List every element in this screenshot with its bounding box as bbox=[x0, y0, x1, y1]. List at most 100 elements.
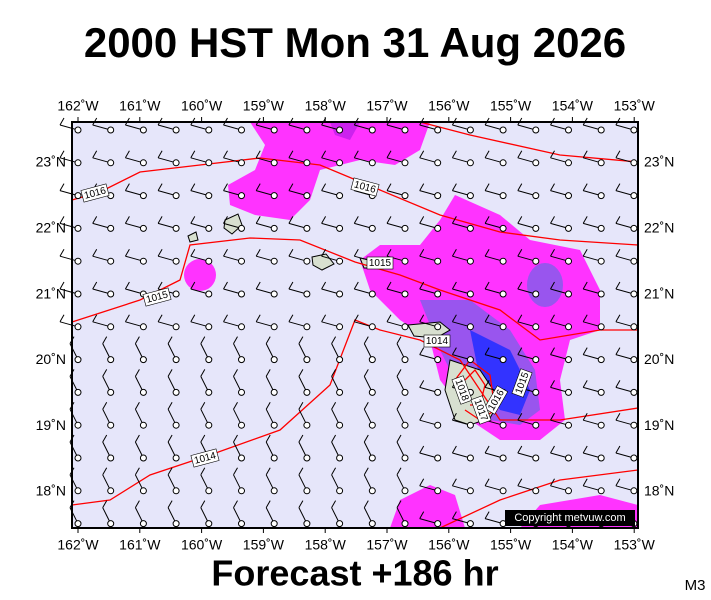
barb-station bbox=[565, 290, 572, 298]
barb-flag bbox=[419, 412, 425, 421]
barb-station bbox=[107, 126, 115, 134]
barb-station bbox=[597, 257, 605, 265]
barb-flag bbox=[386, 150, 392, 159]
barb-station bbox=[532, 388, 540, 396]
barb-station bbox=[401, 454, 409, 462]
isobar-label-box bbox=[483, 385, 509, 415]
lon-label: 157˚W bbox=[366, 98, 408, 114]
barb-flag bbox=[615, 216, 621, 224]
barb-station bbox=[270, 159, 278, 167]
barb-flag bbox=[321, 183, 327, 191]
barb-flag bbox=[353, 216, 359, 224]
barb-flag bbox=[419, 478, 425, 487]
isobar-label-box bbox=[80, 183, 110, 203]
barb-flag bbox=[233, 336, 238, 344]
barb-station bbox=[597, 159, 605, 167]
barb-station bbox=[172, 323, 180, 331]
barb-flag bbox=[396, 500, 402, 508]
barb-station bbox=[107, 356, 115, 364]
barb-flag bbox=[582, 412, 588, 421]
barb-flag bbox=[517, 216, 523, 224]
barb-station bbox=[532, 224, 540, 232]
barb-station bbox=[532, 454, 540, 462]
barb-flag bbox=[419, 511, 425, 519]
barb-station bbox=[139, 126, 147, 134]
barb-station bbox=[499, 126, 507, 134]
barb-flag bbox=[167, 336, 173, 344]
barb-station bbox=[466, 520, 474, 528]
barb-station bbox=[270, 126, 278, 134]
barb-station bbox=[270, 520, 278, 528]
lon-label: 159˚W bbox=[243, 537, 285, 553]
barb-flag bbox=[59, 183, 65, 191]
barb-station bbox=[499, 257, 507, 265]
barb-flag bbox=[265, 467, 271, 476]
barb-flag bbox=[419, 281, 425, 290]
barb-flag bbox=[331, 500, 337, 508]
barb-flag bbox=[396, 336, 402, 344]
barb-station bbox=[532, 192, 540, 200]
barb-station bbox=[368, 224, 376, 232]
barb-station bbox=[565, 257, 572, 265]
barb-station bbox=[466, 356, 474, 364]
barb-station bbox=[565, 323, 572, 331]
barb-station bbox=[630, 192, 638, 200]
lat-label: 22˚N bbox=[36, 220, 66, 236]
map-frame bbox=[71, 121, 639, 529]
barb-station bbox=[270, 224, 278, 232]
barb-flag bbox=[102, 336, 108, 344]
barb-flag bbox=[157, 150, 163, 159]
barb-flag bbox=[451, 347, 457, 355]
barb-station bbox=[270, 290, 278, 298]
barb-station bbox=[532, 126, 540, 134]
barb-flag bbox=[124, 150, 130, 159]
barb-station bbox=[107, 257, 115, 265]
barb-station bbox=[499, 421, 507, 429]
barb-station bbox=[172, 290, 180, 298]
barb-station bbox=[139, 323, 147, 331]
lat-label: 18˚N bbox=[644, 483, 674, 499]
barb-station bbox=[434, 520, 442, 528]
barb-station bbox=[270, 421, 278, 429]
barb-flag bbox=[550, 445, 555, 454]
barb-flag bbox=[484, 216, 490, 224]
model-label: M3 bbox=[685, 577, 706, 594]
barb-station bbox=[172, 520, 180, 528]
barb-flag bbox=[233, 500, 238, 508]
barb-flag bbox=[321, 248, 327, 257]
barb-station bbox=[401, 421, 409, 429]
barb-station bbox=[466, 487, 474, 495]
lon-label: 155˚W bbox=[490, 98, 532, 114]
barb-flag bbox=[386, 183, 392, 191]
barb-station bbox=[172, 159, 180, 167]
barb-flag bbox=[353, 314, 359, 323]
barb-station bbox=[74, 126, 82, 134]
barb-station bbox=[172, 421, 180, 429]
barb-flag bbox=[484, 183, 490, 191]
barb-flag bbox=[233, 369, 238, 377]
barb-flag bbox=[255, 248, 261, 257]
barb-station bbox=[205, 388, 213, 396]
barb-flag bbox=[92, 281, 98, 290]
barb-station bbox=[336, 290, 344, 298]
barb-flag bbox=[484, 314, 490, 323]
barb-station bbox=[336, 356, 344, 364]
isobar-label-text: 1015 bbox=[369, 258, 392, 269]
isobar-label: 1016 bbox=[350, 177, 380, 197]
barb-flag bbox=[233, 467, 238, 476]
barb-flag bbox=[419, 314, 425, 323]
barb-station bbox=[205, 290, 213, 298]
copyright-box bbox=[505, 510, 635, 526]
barb-station bbox=[270, 192, 278, 200]
barb-station bbox=[139, 454, 147, 462]
barb-station bbox=[74, 421, 82, 429]
barb-station bbox=[597, 192, 605, 200]
barb-station bbox=[336, 388, 344, 396]
barb-station bbox=[368, 520, 376, 528]
barb-flag bbox=[200, 369, 206, 377]
barb-flag bbox=[419, 445, 425, 454]
barb-flag bbox=[167, 369, 173, 377]
barb-station bbox=[466, 159, 474, 167]
barb-station bbox=[238, 323, 245, 331]
lon-label: 156˚W bbox=[428, 98, 470, 114]
